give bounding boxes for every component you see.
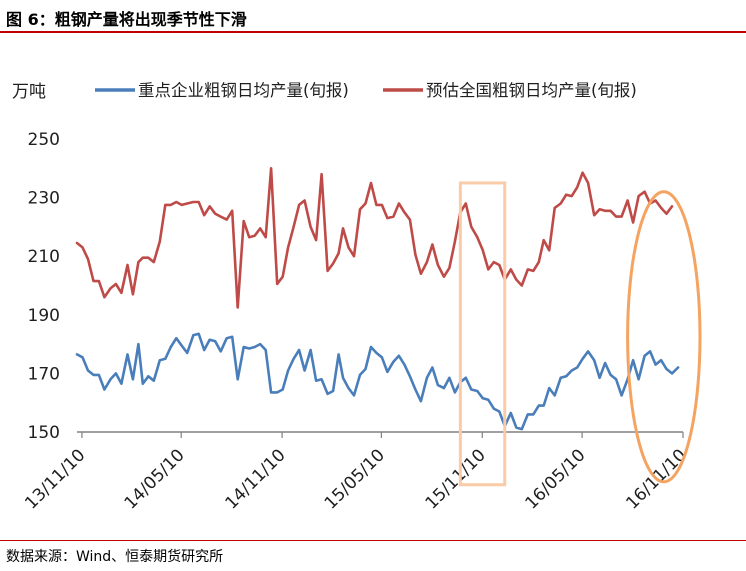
y-tick-label-230: 230 bbox=[28, 189, 60, 209]
series-line-1 bbox=[75, 332, 680, 431]
title-rule bbox=[0, 31, 746, 33]
x-tick-label-3: 14/11/10 bbox=[222, 445, 290, 513]
y-tick-label-170: 170 bbox=[28, 364, 60, 384]
source-note: 数据来源：Wind、恒泰期货研究所 bbox=[6, 549, 224, 565]
x-tick-label-2: 14/05/10 bbox=[121, 445, 189, 513]
y-tick-label-190: 190 bbox=[28, 306, 60, 326]
series-line-2 bbox=[75, 167, 674, 309]
y-axis-label: 万吨 bbox=[12, 82, 46, 102]
x-tick-label-4: 15/05/10 bbox=[321, 445, 389, 513]
y-tick-label-150: 150 bbox=[28, 423, 60, 443]
x-tick-label-5: 15/11/10 bbox=[422, 445, 490, 513]
figure-title: 图 6：粗钢产量将出现季节性下滑 bbox=[6, 10, 247, 29]
y-tick-label-210: 210 bbox=[28, 247, 60, 267]
y-tick-label-250: 250 bbox=[28, 130, 60, 150]
source-rule bbox=[0, 540, 746, 541]
legend-label-2: 预估全国粗钢日均产量(旬报) bbox=[426, 81, 637, 100]
line-chart: 万吨 重点企业粗钢日均产量(旬报) 预估全国粗钢日均产量(旬报) 150 170 190 2… bbox=[12, 81, 702, 514]
x-tick-label-6: 16/05/10 bbox=[521, 445, 589, 513]
x-tick-label-1: 13/11/10 bbox=[21, 445, 89, 513]
highlight-ellipse bbox=[626, 190, 702, 484]
highlight-rectangle bbox=[458, 181, 507, 487]
legend-label-1: 重点企业粗钢日均产量(旬报) bbox=[138, 81, 349, 100]
